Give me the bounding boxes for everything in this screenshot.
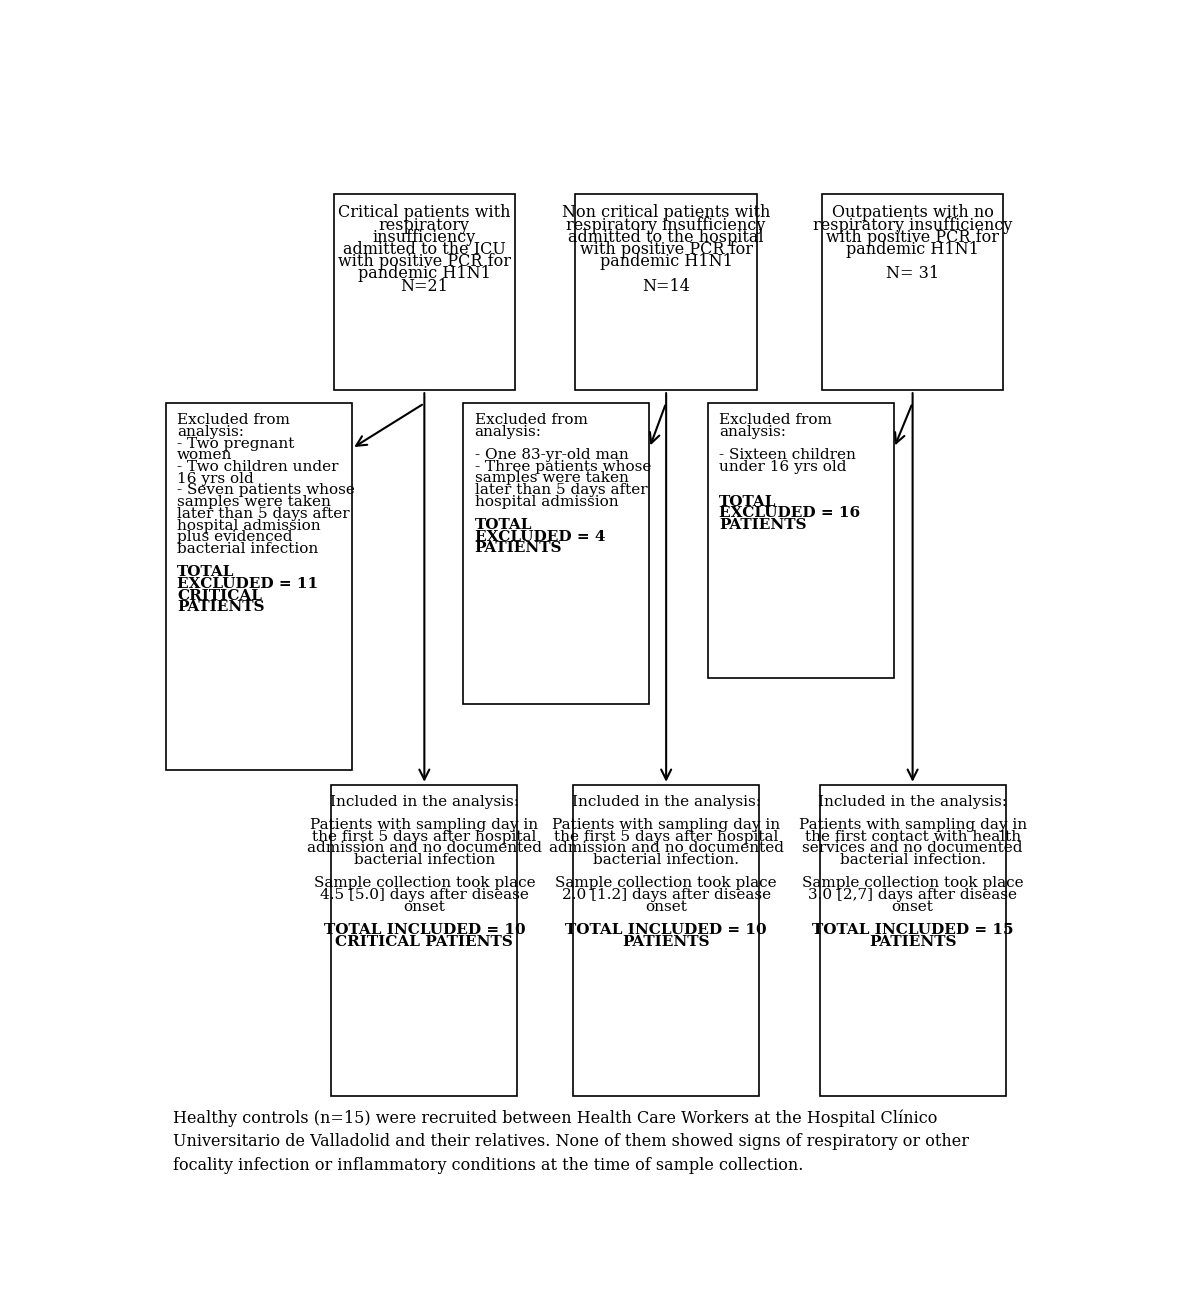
- Text: TOTAL INCLUDED = 10: TOTAL INCLUDED = 10: [565, 923, 767, 937]
- Text: plus evidenced: plus evidenced: [176, 530, 293, 544]
- Text: TOTAL: TOTAL: [719, 495, 776, 509]
- Text: with positive PCR for: with positive PCR for: [826, 228, 1000, 245]
- Text: bacterial infection.: bacterial infection.: [840, 853, 985, 867]
- Text: 4.5 [5.0] days after disease: 4.5 [5.0] days after disease: [320, 889, 529, 902]
- Text: N= 31: N= 31: [886, 265, 940, 282]
- Text: - Seven patients whose: - Seven patients whose: [176, 483, 355, 497]
- Text: analysis:: analysis:: [176, 425, 244, 438]
- Text: Critical patients with: Critical patients with: [338, 205, 511, 222]
- Text: onset: onset: [646, 900, 688, 914]
- Text: 3.0 [2,7] days after disease: 3.0 [2,7] days after disease: [808, 889, 1018, 902]
- Bar: [820, 784, 1006, 1096]
- Text: PATIENTS: PATIENTS: [176, 600, 264, 615]
- Text: Excluded from: Excluded from: [474, 412, 588, 427]
- Text: Sample collection took place: Sample collection took place: [556, 877, 776, 890]
- Text: under 16 yrs old: under 16 yrs old: [719, 459, 847, 474]
- Text: Sample collection took place: Sample collection took place: [802, 877, 1024, 890]
- Text: with positive PCR for: with positive PCR for: [338, 253, 511, 270]
- Text: admission and no documented: admission and no documented: [548, 842, 784, 856]
- Bar: [463, 403, 649, 705]
- Bar: [166, 403, 352, 770]
- Text: insufficiency: insufficiency: [373, 228, 476, 245]
- Text: 16 yrs old: 16 yrs old: [176, 472, 253, 485]
- Text: the first contact with health: the first contact with health: [804, 830, 1021, 844]
- Text: pandemic H1N1: pandemic H1N1: [846, 241, 979, 258]
- Text: the first 5 days after hospital: the first 5 days after hospital: [312, 830, 536, 844]
- Text: Included in the analysis:: Included in the analysis:: [571, 795, 761, 809]
- Text: samples were taken: samples were taken: [474, 471, 629, 485]
- Text: EXCLUDED = 11: EXCLUDED = 11: [176, 577, 318, 591]
- Text: - Two children under: - Two children under: [176, 461, 338, 474]
- Text: EXCLUDED = 4: EXCLUDED = 4: [474, 530, 605, 544]
- Text: TOTAL: TOTAL: [474, 518, 532, 532]
- Text: TOTAL INCLUDED = 15: TOTAL INCLUDED = 15: [812, 923, 1013, 937]
- Text: respiratory insufficiency: respiratory insufficiency: [566, 217, 766, 234]
- Bar: [576, 194, 757, 390]
- Text: with positive PCR for: with positive PCR for: [580, 241, 752, 258]
- Text: EXCLUDED = 16: EXCLUDED = 16: [719, 506, 860, 521]
- Text: N=14: N=14: [642, 278, 690, 295]
- Text: - Sixteen children: - Sixteen children: [719, 448, 856, 462]
- Text: analysis:: analysis:: [719, 424, 786, 438]
- Text: admitted to the hospital: admitted to the hospital: [569, 228, 764, 245]
- Text: Included in the analysis:: Included in the analysis:: [330, 795, 518, 809]
- Text: admitted to the ICU: admitted to the ICU: [343, 241, 505, 258]
- Text: Patients with sampling day in: Patients with sampling day in: [311, 818, 539, 833]
- Text: hospital admission: hospital admission: [176, 518, 320, 532]
- Text: PATIENTS: PATIENTS: [869, 934, 956, 949]
- Text: PATIENTS: PATIENTS: [623, 934, 710, 949]
- Text: analysis:: analysis:: [474, 424, 541, 438]
- Text: Outpatients with no: Outpatients with no: [832, 205, 994, 222]
- Text: later than 5 days after: later than 5 days after: [176, 506, 349, 521]
- Text: respiratory: respiratory: [379, 217, 470, 234]
- Text: - One 83-yr-old man: - One 83-yr-old man: [474, 448, 629, 462]
- Text: CRITICAL: CRITICAL: [176, 589, 262, 603]
- Text: bacterial infection.: bacterial infection.: [593, 853, 739, 867]
- Bar: [334, 194, 515, 390]
- Text: pandemic H1N1: pandemic H1N1: [358, 265, 491, 282]
- Text: 2.0 [1.2] days after disease: 2.0 [1.2] days after disease: [562, 889, 770, 902]
- Text: TOTAL: TOTAL: [176, 565, 234, 579]
- Text: respiratory insufficiency: respiratory insufficiency: [812, 217, 1013, 234]
- Text: services and no documented: services and no documented: [803, 842, 1022, 856]
- Text: samples were taken: samples were taken: [176, 495, 331, 509]
- Text: PATIENTS: PATIENTS: [474, 542, 562, 556]
- Text: - Three patients whose: - Three patients whose: [474, 459, 650, 474]
- Bar: [331, 784, 517, 1096]
- Text: the first 5 days after hospital: the first 5 days after hospital: [554, 830, 779, 844]
- Text: - Two pregnant: - Two pregnant: [176, 437, 294, 450]
- Bar: [822, 194, 1003, 390]
- Text: admission and no documented: admission and no documented: [307, 842, 542, 856]
- Text: Excluded from: Excluded from: [176, 414, 290, 427]
- Text: Sample collection took place: Sample collection took place: [313, 877, 535, 890]
- Text: PATIENTS: PATIENTS: [719, 518, 806, 532]
- Text: N=21: N=21: [401, 278, 449, 295]
- Text: Excluded from: Excluded from: [719, 412, 832, 427]
- Text: onset: onset: [892, 900, 934, 914]
- Text: bacterial infection: bacterial infection: [176, 542, 318, 556]
- Bar: [574, 784, 760, 1096]
- Text: TOTAL INCLUDED = 10: TOTAL INCLUDED = 10: [324, 923, 526, 937]
- Bar: [708, 403, 894, 679]
- Text: later than 5 days after: later than 5 days after: [474, 483, 647, 497]
- Text: Patients with sampling day in: Patients with sampling day in: [798, 818, 1027, 833]
- Text: Non critical patients with: Non critical patients with: [562, 205, 770, 222]
- Text: Healthy controls (n=15) were recruited between Health Care Workers at the Hospit: Healthy controls (n=15) were recruited b…: [173, 1109, 970, 1173]
- Text: pandemic H1N1: pandemic H1N1: [600, 253, 732, 270]
- Text: onset: onset: [403, 900, 445, 914]
- Text: bacterial infection: bacterial infection: [354, 853, 494, 867]
- Text: Patients with sampling day in: Patients with sampling day in: [552, 818, 780, 833]
- Text: women: women: [176, 449, 233, 462]
- Text: Included in the analysis:: Included in the analysis:: [818, 795, 1007, 809]
- Text: hospital admission: hospital admission: [474, 495, 618, 509]
- Text: CRITICAL PATIENTS: CRITICAL PATIENTS: [336, 934, 514, 949]
